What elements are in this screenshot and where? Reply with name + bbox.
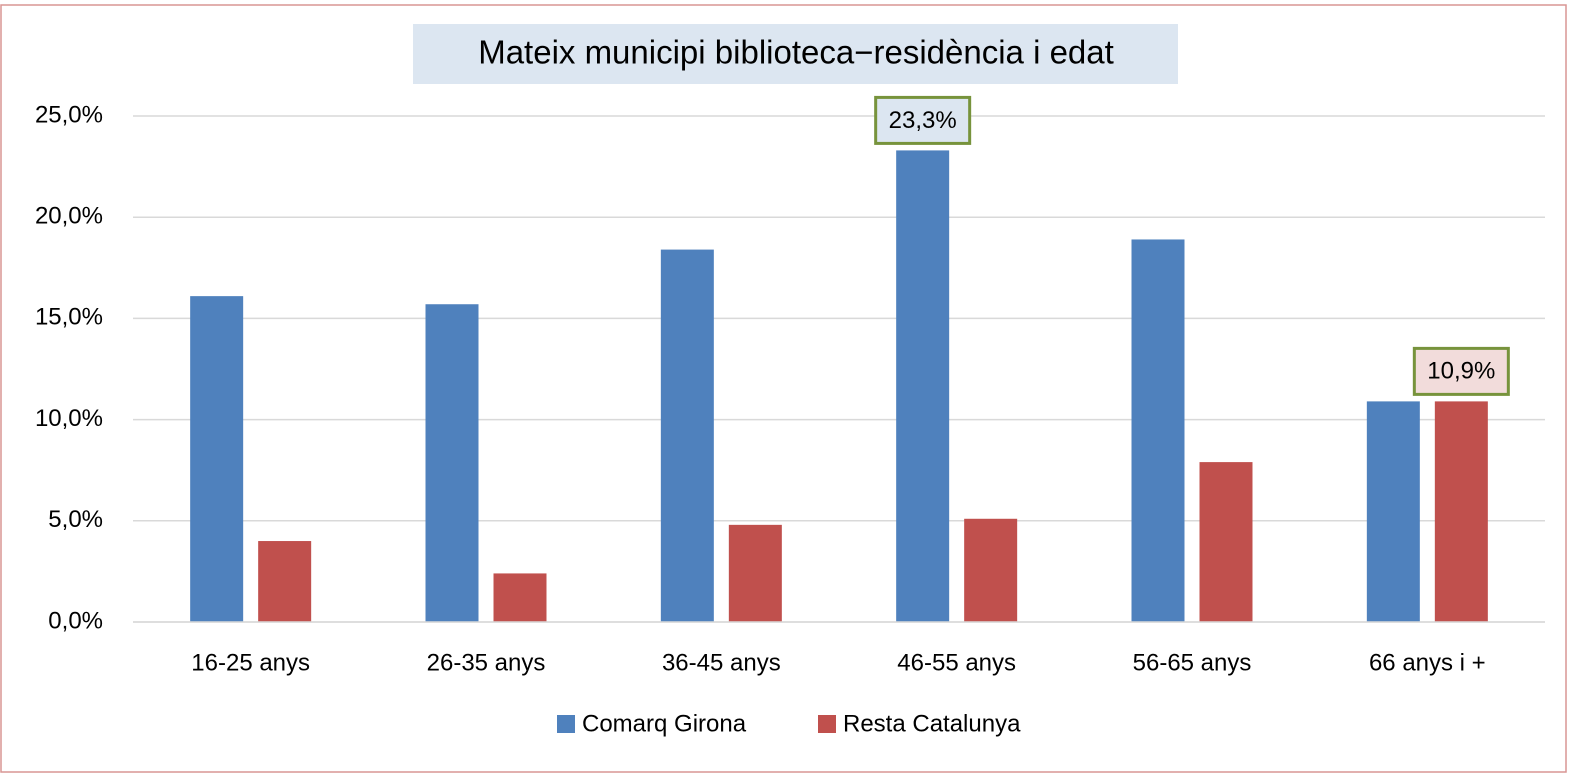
bar [896,150,950,622]
bar [425,304,479,622]
x-tick-label: 56-65 anys [1133,649,1252,676]
bar [190,296,244,622]
x-tick-label: 36-45 anys [662,649,781,676]
y-tick-label: 20,0% [35,203,103,230]
data-label: 10,9% [1427,358,1495,385]
y-tick-label: 5,0% [48,506,103,533]
legend-swatch [818,715,836,733]
x-tick-label: 46-55 anys [897,649,1016,676]
bar [1366,401,1420,622]
bar [728,524,782,622]
bar [1434,401,1488,622]
legend-label: Resta Catalunya [843,710,1021,737]
data-label-box [1412,346,1510,396]
y-tick-label: 25,0% [35,101,103,128]
bar [964,518,1018,622]
bar [493,573,547,622]
bar [1199,462,1253,622]
bar [258,541,312,622]
y-tick-label: 10,0% [35,405,103,432]
y-tick-label: 15,0% [35,304,103,331]
x-tick-label: 16-25 anys [191,649,310,676]
y-tick-label: 0,0% [48,607,103,634]
x-tick-label: 66 anys i + [1369,649,1486,676]
legend-swatch [557,715,575,733]
bar [1131,239,1185,623]
data-label-box [874,95,972,145]
chart-frame [0,4,1567,773]
bar [660,249,714,623]
legend-label: Comarq Girona [582,710,747,737]
title-background [413,24,1178,84]
chart-title: Mateix municipi biblioteca−residència i … [478,34,1114,71]
x-tick-label: 26-35 anys [427,649,546,676]
data-label: 23,3% [889,107,957,134]
